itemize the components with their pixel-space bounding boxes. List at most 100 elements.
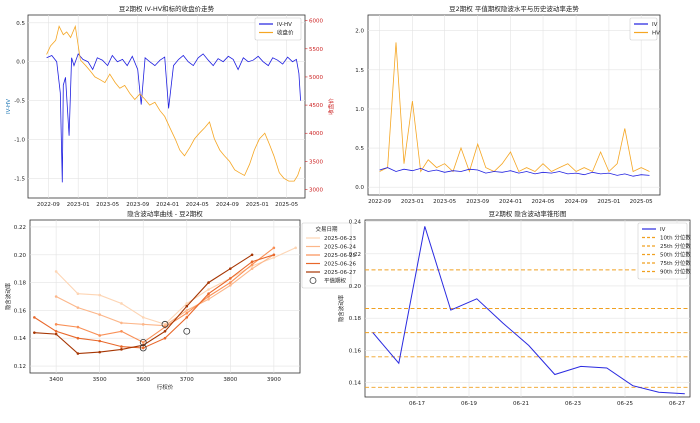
legend-label: 2025-06-24 [324, 245, 356, 251]
y-tick-label: 0.20 [14, 253, 27, 259]
y-tick-label: 0.16 [14, 308, 27, 314]
legend-label: 75th 分位数 [660, 259, 691, 267]
data-point [294, 246, 297, 250]
legend-label: 10th 分位数 [660, 234, 691, 242]
y-tick-label: 0.16 [349, 348, 362, 354]
data-point [207, 281, 210, 284]
data-point [120, 321, 123, 325]
y-tick-label: 0.12 [14, 364, 26, 370]
data-point [120, 345, 123, 348]
data-point [250, 263, 254, 266]
data-point [207, 297, 210, 301]
x-tick-label: 3600 [136, 377, 150, 383]
y-tick-label: 0.0 [16, 60, 25, 66]
data-point [250, 253, 254, 257]
x-tick-label: 2023-09 [126, 202, 149, 208]
data-point [141, 323, 145, 326]
legend-label: 2025-06-25 [324, 253, 356, 259]
data-point [185, 302, 189, 305]
y-tick-label: 0.14 [349, 381, 362, 387]
legend-label: IV [660, 227, 666, 233]
atm-marker [139, 338, 147, 346]
data-point [98, 350, 101, 354]
legend-label: IV [652, 22, 658, 28]
data-point [98, 334, 101, 337]
legend-marker [309, 277, 317, 284]
data-point [54, 323, 58, 326]
data-point [141, 341, 145, 344]
data-point [272, 256, 276, 259]
data-point [120, 329, 123, 333]
data-point [98, 339, 101, 343]
data-point [54, 329, 58, 333]
series-line [46, 24, 301, 182]
data-point [229, 284, 232, 287]
data-point [163, 336, 167, 340]
x-axis-label: 行权价 [157, 383, 174, 391]
chart-title: 隐含波动率曲线 - 豆2期权 [127, 209, 203, 218]
data-point [185, 309, 189, 312]
legend-label: 90th 分位数 [660, 268, 691, 276]
x-tick-label: 06-17 [409, 401, 425, 407]
x-tick-label: 2024-01 [156, 202, 179, 208]
legend-label: 2025-06-27 [324, 270, 356, 276]
y2-tick-label: 4500 [309, 103, 323, 109]
x-tick-label: 06-27 [669, 401, 685, 407]
y-tick-label: 0.18 [14, 281, 27, 287]
data-point [185, 316, 189, 319]
data-point [98, 313, 101, 316]
x-tick-label: 2025-01 [246, 202, 269, 208]
atm-marker [183, 327, 191, 335]
y-tick-label: 0.22 [349, 252, 361, 258]
plot-frame [29, 219, 301, 374]
y-tick-label: 1.0 [355, 107, 364, 113]
series-line [379, 42, 650, 173]
x-tick-label: 2023-05 [433, 199, 456, 205]
data-point [207, 292, 210, 296]
y-tick-label: 0.20 [349, 284, 362, 290]
y-axis-label: IV-HV [6, 99, 12, 114]
data-point [229, 267, 232, 270]
x-tick-label: 2023-09 [466, 199, 489, 205]
legend-label: 25th 分位数 [660, 242, 691, 250]
data-point [54, 332, 58, 336]
y-tick-label: -1.0 [14, 138, 25, 144]
data-point [185, 304, 189, 308]
data-point [33, 316, 36, 319]
y2-tick-label: 5000 [309, 75, 323, 81]
data-point [207, 288, 210, 291]
x-tick-label: 2025-05 [275, 202, 298, 208]
y-tick-label: 0.5 [16, 21, 25, 27]
x-tick-label: 2023-01 [67, 202, 90, 208]
data-point [141, 316, 145, 319]
y2-tick-label: 6000 [309, 19, 323, 25]
y2-tick-label: 4000 [309, 131, 323, 137]
y-tick-label: 0.14 [14, 336, 27, 342]
x-tick-label: 2024-05 [186, 202, 209, 208]
series-line [46, 53, 301, 183]
legend-label: 收盘价 [277, 29, 294, 37]
y2-tick-label: 5500 [309, 47, 323, 53]
data-point [54, 295, 58, 298]
x-tick-label: 06-25 [617, 401, 633, 407]
data-point [54, 270, 58, 273]
y-tick-label: 2.0 [355, 29, 364, 35]
x-tick-label: 2023-05 [96, 202, 119, 208]
y-axis-label: 隐含波动率 [337, 294, 345, 322]
y2-tick-label: 3000 [309, 188, 323, 194]
x-tick-label: 2022-09 [368, 199, 391, 205]
y-tick-label: 1.5 [355, 68, 364, 74]
data-point [229, 281, 232, 284]
atm-marker [161, 320, 169, 328]
x-tick-label: 3900 [267, 377, 281, 383]
y2-tick-label: 3500 [309, 159, 323, 165]
y-tick-label: 0.5 [355, 146, 364, 152]
data-point [250, 260, 254, 264]
x-tick-label: 3800 [223, 377, 237, 383]
data-point [272, 246, 276, 250]
plot-frame [367, 14, 661, 196]
x-tick-label: 3700 [180, 377, 194, 383]
y-tick-label: -0.5 [14, 99, 25, 105]
